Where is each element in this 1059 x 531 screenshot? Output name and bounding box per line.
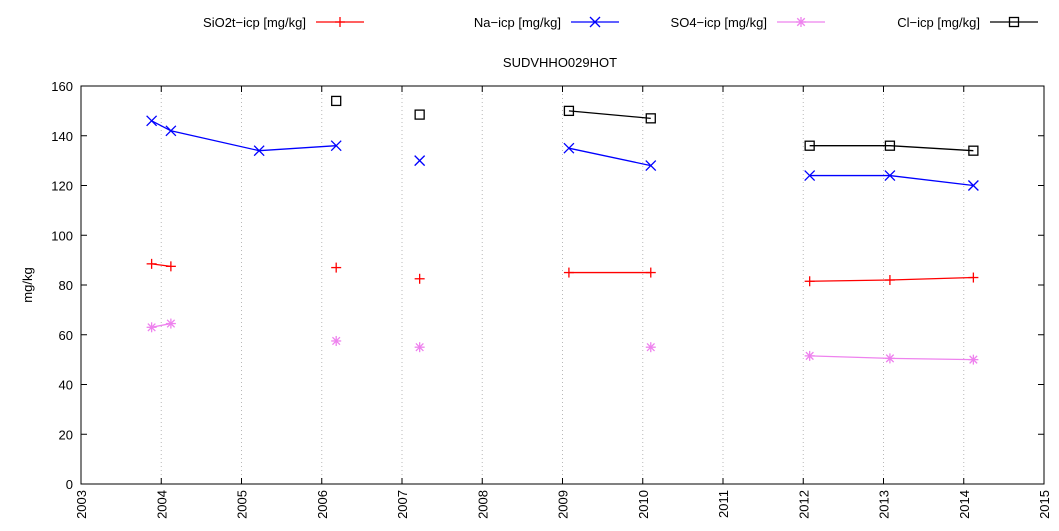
point-sio2t-icp-3-1 xyxy=(645,267,656,278)
point-sio2t-icp-2-0 xyxy=(414,273,425,284)
point-sio2t-icp-4-0 xyxy=(804,276,815,287)
legend-item-sio2t-icp: SiO2t−icp [mg/kg] xyxy=(203,15,364,30)
chart-title: SUDVHHO029HOT xyxy=(503,55,617,70)
point-na-icp-0-0 xyxy=(146,115,158,127)
y-tick-label-120: 120 xyxy=(51,179,73,194)
axis-ticks: 0 20 40 60 80 100 120 140 160 2003 2004 2005 2006 200… xyxy=(51,79,1052,519)
y-tick-label-100: 100 xyxy=(51,228,73,243)
legend-marker-na-icp xyxy=(589,16,601,28)
legend-marker-cl-icp xyxy=(1008,16,1020,28)
point-so4-icp-4-0 xyxy=(804,350,815,361)
y-tick-label-20: 20 xyxy=(59,427,73,442)
point-so4-icp-0-1 xyxy=(165,318,176,329)
legend-label-sio2t-icp: SiO2t−icp [mg/kg] xyxy=(203,15,306,30)
point-na-icp-0-3 xyxy=(330,140,342,152)
series-line-na-icp-2 xyxy=(568,147,651,167)
y-tick-label-140: 140 xyxy=(51,129,73,144)
x-tick-label-2009: 2009 xyxy=(556,490,571,519)
x-tick-label-2005: 2005 xyxy=(235,490,250,519)
point-sio2t-icp-4-2 xyxy=(968,272,979,283)
point-so4-icp-0-0 xyxy=(146,322,157,333)
series-cl-icp xyxy=(331,95,979,156)
x-tick-label-2011: 2011 xyxy=(716,490,731,518)
series-layer xyxy=(146,95,979,365)
point-cl-icp-3-1 xyxy=(884,140,896,151)
point-na-icp-3-1 xyxy=(884,170,896,182)
point-cl-icp-0-0 xyxy=(331,95,342,107)
x-tick-label-2010: 2010 xyxy=(636,490,651,519)
series-so4-icp xyxy=(146,318,979,365)
point-sio2t-icp-0-0 xyxy=(146,258,157,269)
point-cl-icp-2-1 xyxy=(645,113,656,124)
x-tick-label-2013: 2013 xyxy=(877,490,892,519)
series-line-cl-icp-2 xyxy=(568,110,651,119)
legend-label-na-icp: Na−icp [mg/kg] xyxy=(474,15,561,30)
legend-label-so4-icp: SO4−icp [mg/kg] xyxy=(671,15,767,30)
point-na-icp-1-0 xyxy=(414,155,426,167)
point-cl-icp-1-0 xyxy=(414,109,425,120)
point-na-icp-2-1 xyxy=(645,160,657,172)
point-sio2t-icp-1-0 xyxy=(331,262,342,273)
legend-marker-so4-icp xyxy=(796,17,806,27)
point-sio2t-icp-4-1 xyxy=(884,275,895,286)
y-tick-label-0: 0 xyxy=(66,477,73,492)
x-tick-label-2007: 2007 xyxy=(395,490,410,519)
legend-item-na-icp: Na−icp [mg/kg] xyxy=(474,15,619,30)
legend-item-cl-icp: Cl−icp [mg/kg] xyxy=(897,15,1038,30)
point-so4-icp-1-0 xyxy=(331,335,342,346)
point-na-icp-3-2 xyxy=(967,180,979,191)
x-tick-label-2008: 2008 xyxy=(475,490,490,519)
x-tick-label-2015: 2015 xyxy=(1037,490,1052,519)
x-tick-label-2012: 2012 xyxy=(796,490,811,519)
x-tick-label-2003: 2003 xyxy=(74,490,89,519)
legend: SiO2t−icp [mg/kg] Na−icp [mg/kg] SO4−icp [… xyxy=(203,15,1038,30)
series-na-icp xyxy=(146,115,979,191)
legend-marker-sio2t-icp xyxy=(335,17,345,27)
x-tick-label-2006: 2006 xyxy=(315,490,330,519)
point-cl-icp-2-0 xyxy=(563,105,575,117)
legend-label-cl-icp: Cl−icp [mg/kg] xyxy=(897,15,980,30)
point-so4-icp-4-1 xyxy=(884,353,895,364)
point-sio2t-icp-0-1 xyxy=(165,261,176,272)
y-tick-label-80: 80 xyxy=(59,278,73,293)
y-tick-label-40: 40 xyxy=(59,378,73,393)
point-cl-icp-3-0 xyxy=(804,140,815,151)
legend-item-so4-icp: SO4−icp [mg/kg] xyxy=(671,15,825,30)
point-cl-icp-3-2 xyxy=(968,145,979,156)
point-na-icp-0-2 xyxy=(253,145,265,157)
x-tick-label-2014: 2014 xyxy=(957,490,972,519)
point-na-icp-3-0 xyxy=(804,170,816,182)
series-sio2t-icp xyxy=(146,258,979,287)
point-so4-icp-3-0 xyxy=(645,342,656,353)
point-so4-icp-2-0 xyxy=(414,342,425,353)
point-na-icp-2-0 xyxy=(563,142,575,154)
point-so4-icp-4-2 xyxy=(968,354,979,365)
y-tick-label-160: 160 xyxy=(51,79,73,94)
point-na-icp-0-1 xyxy=(165,125,177,137)
series-line-na-icp-0 xyxy=(151,120,337,152)
y-tick-label-60: 60 xyxy=(59,328,73,343)
point-sio2t-icp-3-0 xyxy=(563,267,574,278)
series-line-cl-icp-3 xyxy=(809,145,974,152)
y-axis-label: mg/kg xyxy=(20,267,35,302)
x-tick-label-2004: 2004 xyxy=(154,490,169,519)
